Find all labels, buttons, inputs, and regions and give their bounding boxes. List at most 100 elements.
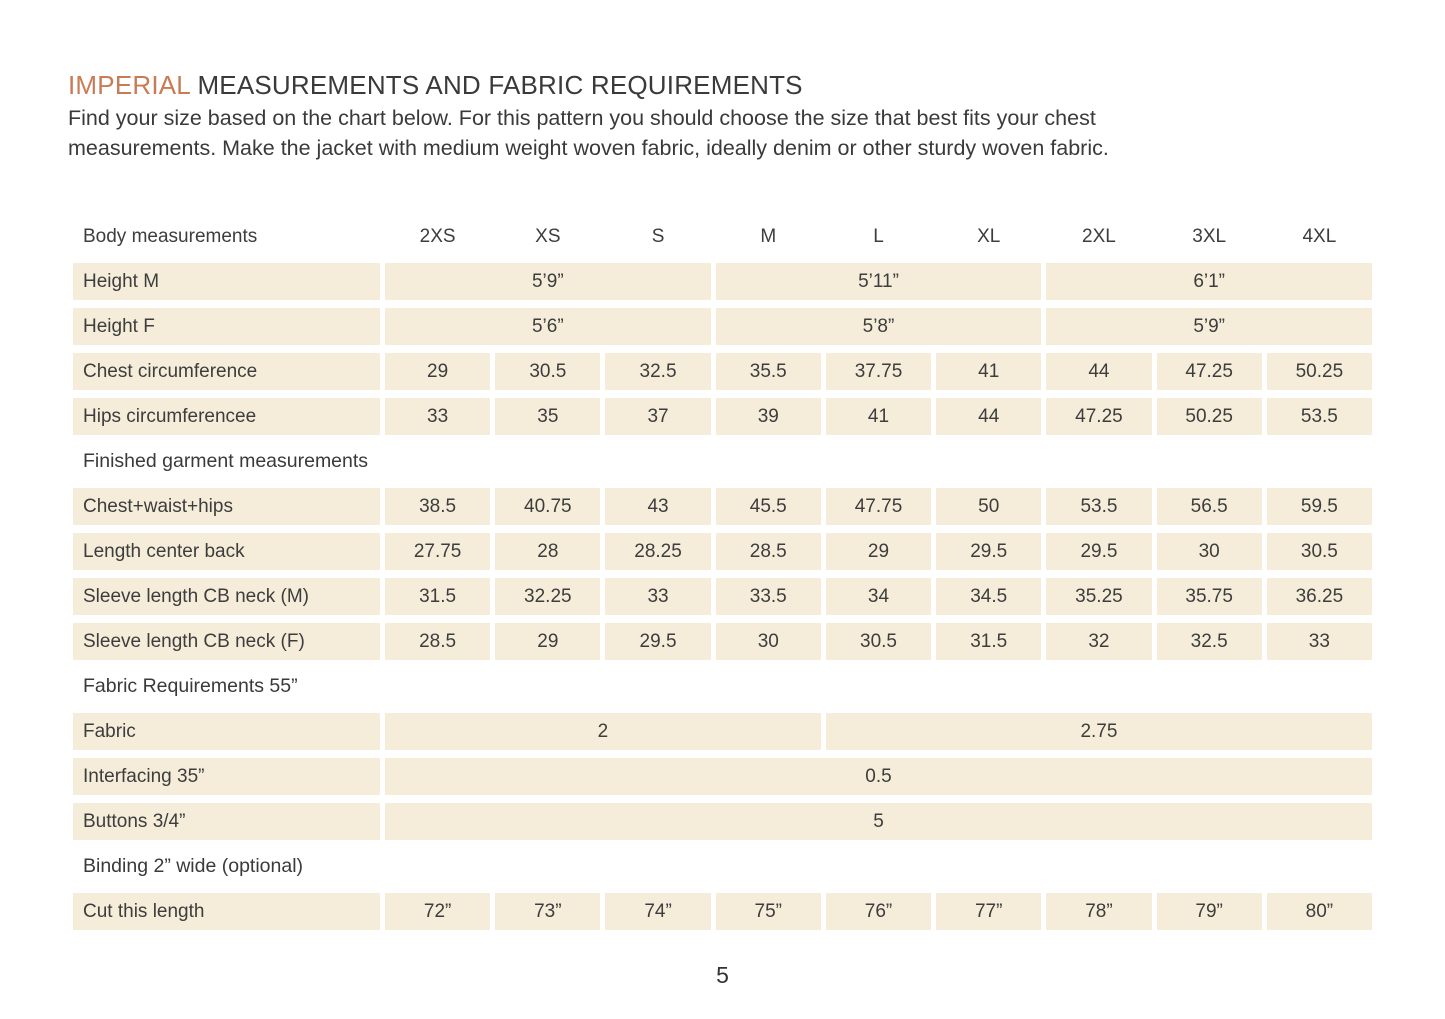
section-header: Fabric Requirements 55” bbox=[83, 675, 298, 697]
value-cell: 37 bbox=[605, 398, 711, 435]
value-cell: 5’8” bbox=[715, 308, 1042, 345]
value-cell: 5’11” bbox=[715, 263, 1042, 300]
value-cell: 30.5 bbox=[495, 353, 601, 390]
table-row: Cut this length 72” 73” 74” 75” 76” 77” 78” 79” 8… bbox=[73, 893, 1372, 930]
table-row: Interfacing 35” 0.5 bbox=[73, 758, 1372, 795]
table-row: Sleeve length CB neck (F) 28.5 29 29.5 30 30.… bbox=[73, 623, 1372, 660]
value-cell: 33.5 bbox=[715, 578, 821, 615]
value-cell: 47.25 bbox=[1156, 353, 1262, 390]
value-cell: 56.5 bbox=[1156, 488, 1262, 525]
value-cell: 44 bbox=[1046, 353, 1152, 390]
value-cell: 41 bbox=[825, 398, 932, 435]
value-cell: 5’9” bbox=[385, 263, 711, 300]
value-cell: 32.5 bbox=[605, 353, 711, 390]
row-label: Sleeve length CB neck (F) bbox=[73, 623, 380, 660]
size-column-header: 2XL bbox=[1082, 225, 1116, 247]
value-cell: 39 bbox=[715, 398, 821, 435]
table-row: Height M 5’9” 5’11” 6’1” bbox=[73, 263, 1372, 300]
value-cell: 38.5 bbox=[385, 488, 491, 525]
size-column-header: 2XS bbox=[419, 225, 456, 247]
size-column-header: 4XL bbox=[1302, 225, 1337, 247]
value-cell: 35 bbox=[495, 398, 601, 435]
table-row: Sleeve length CB neck (M) 31.5 32.25 33 33.5… bbox=[73, 578, 1372, 615]
size-column-header: S bbox=[651, 225, 665, 247]
value-cell: 27.75 bbox=[385, 533, 491, 570]
value-cell: 50.25 bbox=[1266, 353, 1372, 390]
table-row: Hips circumferencee 33 35 37 39 41 44 47.25 50.2… bbox=[73, 398, 1372, 435]
value-cell: 36.25 bbox=[1266, 578, 1372, 615]
value-cell: 29.5 bbox=[1046, 533, 1152, 570]
page-title: IMPERIAL MEASUREMENTS AND FABRIC REQUIRE… bbox=[68, 70, 803, 101]
value-cell: 74” bbox=[605, 893, 711, 930]
value-cell: 28.25 bbox=[605, 533, 711, 570]
value-cell: 29 bbox=[495, 623, 601, 660]
table-row: Buttons 3/4” 5 bbox=[73, 803, 1372, 840]
value-cell: 5 bbox=[385, 803, 1372, 840]
table-row: Height F 5’6” 5’8” 5’9” bbox=[73, 308, 1372, 345]
value-cell: 37.75 bbox=[825, 353, 932, 390]
value-cell: 77” bbox=[936, 893, 1042, 930]
row-label: Interfacing 35” bbox=[73, 758, 380, 795]
value-cell: 78” bbox=[1046, 893, 1152, 930]
value-cell: 29.5 bbox=[936, 533, 1042, 570]
value-cell: 53.5 bbox=[1046, 488, 1152, 525]
size-column-header: 3XL bbox=[1192, 225, 1227, 247]
row-label: Buttons 3/4” bbox=[73, 803, 380, 840]
row-label: Length center back bbox=[73, 533, 380, 570]
value-cell: 30.5 bbox=[1266, 533, 1372, 570]
value-cell: 53.5 bbox=[1266, 398, 1372, 435]
page-number: 5 bbox=[716, 962, 729, 988]
value-cell: 29 bbox=[385, 353, 491, 390]
row-label: Height M bbox=[73, 263, 380, 300]
intro-line-2: measurements. Make the jacket with mediu… bbox=[68, 136, 1109, 160]
value-cell: 32.5 bbox=[1156, 623, 1262, 660]
table-header-row: Body measurements 2XS XS S M L XL 2XL 3XL 4XL bbox=[73, 218, 1372, 255]
value-cell: 75” bbox=[715, 893, 821, 930]
value-cell: 41 bbox=[936, 353, 1042, 390]
section-header: Binding 2” wide (optional) bbox=[83, 855, 304, 877]
value-cell: 76” bbox=[825, 893, 932, 930]
value-cell: 80” bbox=[1266, 893, 1372, 930]
value-cell: 50 bbox=[936, 488, 1042, 525]
value-cell: 28 bbox=[495, 533, 601, 570]
size-column-header: XS bbox=[535, 225, 561, 247]
row-label: Chest+waist+hips bbox=[73, 488, 380, 525]
value-cell: 35.75 bbox=[1156, 578, 1262, 615]
value-cell: 47.75 bbox=[825, 488, 932, 525]
value-cell: 5’9” bbox=[1046, 308, 1372, 345]
value-cell: 72” bbox=[385, 893, 491, 930]
row-label: Hips circumferencee bbox=[73, 398, 380, 435]
value-cell: 33 bbox=[605, 578, 711, 615]
value-cell: 6’1” bbox=[1046, 263, 1372, 300]
value-cell: 34.5 bbox=[936, 578, 1042, 615]
value-cell: 45.5 bbox=[715, 488, 821, 525]
row-label: Sleeve length CB neck (M) bbox=[73, 578, 380, 615]
value-cell: 33 bbox=[1266, 623, 1372, 660]
size-table: Body measurements 2XS XS S M L XL 2XL 3XL 4XL Heig… bbox=[73, 218, 1372, 938]
value-cell: 32.25 bbox=[495, 578, 601, 615]
value-cell: 32 bbox=[1046, 623, 1152, 660]
table-row: Chest+waist+hips 38.5 40.75 43 45.5 47.75 50 53… bbox=[73, 488, 1372, 525]
size-column-header: XL bbox=[977, 225, 1001, 247]
value-cell: 35.25 bbox=[1046, 578, 1152, 615]
value-cell: 33 bbox=[385, 398, 491, 435]
value-cell: 35.5 bbox=[715, 353, 821, 390]
value-cell: 30.5 bbox=[825, 623, 932, 660]
intro-paragraph: Find your size based on the chart below.… bbox=[68, 103, 1109, 163]
intro-line-1: Find your size based on the chart below.… bbox=[68, 106, 1096, 130]
value-cell: 44 bbox=[936, 398, 1042, 435]
value-cell: 29.5 bbox=[605, 623, 711, 660]
value-cell: 43 bbox=[605, 488, 711, 525]
value-cell: 34 bbox=[825, 578, 932, 615]
value-cell: 0.5 bbox=[385, 758, 1372, 795]
value-cell: 31.5 bbox=[936, 623, 1042, 660]
row-label: Height F bbox=[73, 308, 380, 345]
table-row: Fabric 2 2.75 bbox=[73, 713, 1372, 750]
table-row: Length center back 27.75 28 28.25 28.5 29 29.5… bbox=[73, 533, 1372, 570]
value-cell: 28.5 bbox=[385, 623, 491, 660]
value-cell: 2 bbox=[385, 713, 821, 750]
value-cell: 50.25 bbox=[1156, 398, 1262, 435]
value-cell: 28.5 bbox=[715, 533, 821, 570]
value-cell: 47.25 bbox=[1046, 398, 1152, 435]
value-cell: 31.5 bbox=[385, 578, 491, 615]
